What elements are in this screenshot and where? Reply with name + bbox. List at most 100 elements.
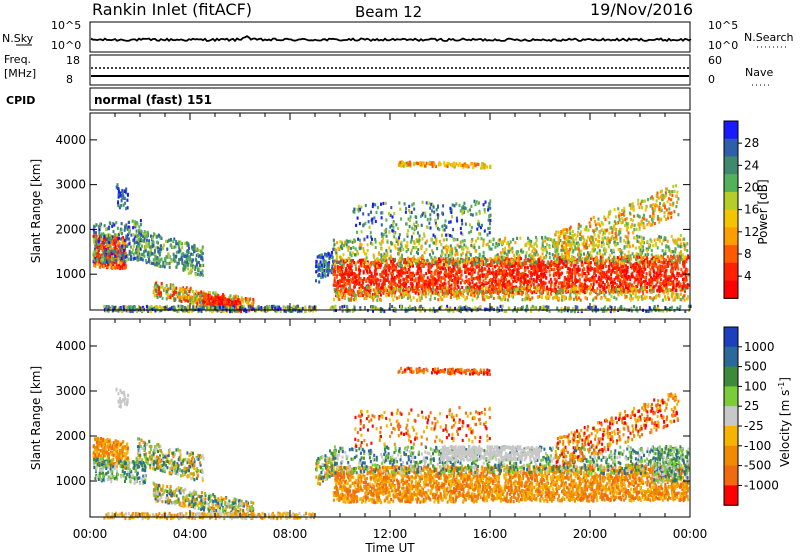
data-cell bbox=[123, 196, 126, 200]
data-cell bbox=[427, 268, 430, 272]
data-cell bbox=[162, 288, 165, 292]
data-cell bbox=[171, 306, 174, 310]
data-cell bbox=[409, 274, 412, 278]
data-cell bbox=[159, 249, 162, 254]
data-cell bbox=[358, 258, 361, 263]
data-cell bbox=[334, 281, 337, 285]
data-cell bbox=[267, 306, 270, 310]
data-cell bbox=[167, 238, 170, 242]
data-cell bbox=[135, 229, 138, 233]
data-cell bbox=[668, 274, 671, 279]
data-cell bbox=[182, 309, 184, 313]
data-cell bbox=[271, 307, 274, 311]
freq-tick-top: 18 bbox=[66, 54, 80, 67]
data-cell bbox=[636, 282, 639, 286]
data-cell bbox=[436, 286, 438, 290]
data-cell bbox=[145, 261, 148, 265]
data-cell bbox=[635, 266, 637, 270]
data-cell bbox=[624, 282, 627, 286]
data-cell bbox=[207, 290, 210, 295]
cpid-frame bbox=[89, 87, 691, 111]
data-cell bbox=[540, 268, 543, 272]
data-cell bbox=[257, 305, 260, 309]
data-cell bbox=[548, 273, 551, 277]
data-cell bbox=[679, 274, 682, 278]
data-cell bbox=[669, 282, 672, 286]
data-cell bbox=[237, 309, 240, 313]
data-cell bbox=[203, 292, 205, 296]
data-cell bbox=[165, 289, 168, 294]
data-cell bbox=[93, 247, 96, 251]
data-cell bbox=[615, 271, 618, 275]
data-cell bbox=[237, 302, 240, 306]
data-cell bbox=[158, 285, 160, 289]
data-cell bbox=[492, 274, 495, 279]
data-cell bbox=[103, 304, 106, 308]
data-cell bbox=[109, 256, 112, 261]
data-cell bbox=[275, 309, 278, 314]
data-cell bbox=[138, 306, 141, 310]
data-cell bbox=[158, 259, 161, 263]
data-cell bbox=[459, 276, 462, 280]
data-cell bbox=[434, 288, 437, 292]
data-cell bbox=[231, 300, 233, 304]
data-cell bbox=[175, 240, 178, 244]
data-cell bbox=[436, 279, 438, 283]
data-cell bbox=[127, 305, 130, 310]
data-cell bbox=[448, 290, 451, 294]
data-cell bbox=[593, 268, 596, 272]
data-cell bbox=[97, 249, 100, 253]
data-cell bbox=[144, 235, 147, 239]
data-cell bbox=[574, 275, 577, 279]
data-cell bbox=[636, 284, 639, 289]
data-cell bbox=[156, 257, 159, 261]
data-cell bbox=[124, 255, 127, 260]
data-cell bbox=[411, 282, 414, 286]
data-cell bbox=[476, 285, 479, 289]
data-cell bbox=[182, 286, 184, 290]
data-cell bbox=[304, 306, 307, 310]
data-cell bbox=[506, 288, 509, 292]
data-cell bbox=[122, 305, 125, 309]
data-cell bbox=[530, 289, 533, 294]
data-cell bbox=[95, 251, 98, 255]
data-cell bbox=[571, 268, 574, 272]
data-cell bbox=[241, 298, 244, 302]
data-cell bbox=[129, 309, 132, 313]
data-cell bbox=[347, 264, 350, 268]
data-cell bbox=[375, 272, 378, 276]
data-cell bbox=[675, 273, 678, 278]
data-cell bbox=[486, 271, 489, 275]
data-cell bbox=[319, 260, 322, 264]
data-cell bbox=[242, 300, 245, 304]
data-cell bbox=[188, 258, 191, 262]
data-cell bbox=[160, 247, 163, 252]
data-cell bbox=[561, 271, 564, 275]
data-cell bbox=[447, 254, 450, 258]
data-cell bbox=[672, 274, 675, 278]
data-cell bbox=[471, 280, 474, 285]
data-cell bbox=[240, 304, 243, 309]
data-cell bbox=[107, 305, 110, 309]
data-cell bbox=[128, 220, 131, 224]
data-cell bbox=[630, 283, 633, 287]
data-cell bbox=[172, 252, 175, 256]
data-cell bbox=[595, 267, 598, 271]
data-cell bbox=[181, 246, 184, 250]
data-cell bbox=[360, 258, 363, 262]
data-cell bbox=[211, 299, 214, 304]
data-cell bbox=[641, 273, 644, 277]
data-cell bbox=[616, 256, 619, 260]
data-cell bbox=[279, 309, 282, 313]
data-cell bbox=[141, 252, 144, 256]
data-cell bbox=[418, 284, 421, 288]
data-cell bbox=[146, 252, 149, 256]
data-cell bbox=[321, 255, 324, 259]
data-cell bbox=[286, 305, 289, 309]
data-cell bbox=[199, 304, 202, 308]
data-cell bbox=[136, 238, 139, 242]
data-cell bbox=[123, 228, 126, 232]
data-cell bbox=[325, 265, 328, 270]
data-cell bbox=[464, 268, 467, 272]
